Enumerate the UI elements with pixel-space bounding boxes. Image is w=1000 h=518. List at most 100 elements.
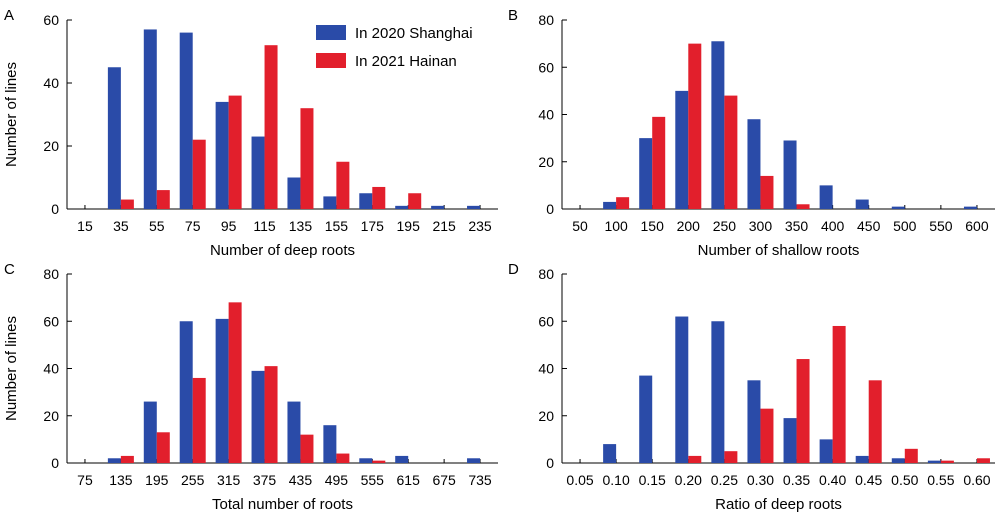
x-tick-label: 75 bbox=[77, 472, 93, 488]
y-tick-label: 60 bbox=[538, 313, 554, 329]
panel-label: A bbox=[4, 7, 14, 24]
bar-shanghai-2020 bbox=[359, 458, 373, 463]
x-tick-label: 615 bbox=[397, 472, 421, 488]
chart-panel-b: B 0 20 40 60 80 50 100 150 200 250 300 350 400 450 500 5… bbox=[508, 7, 995, 259]
bar-shanghai-2020 bbox=[603, 201, 617, 209]
bar-shanghai-2020 bbox=[675, 90, 689, 209]
legend-swatch bbox=[316, 25, 346, 40]
bar-hainan-2021 bbox=[832, 325, 846, 463]
bar-hainan-2021 bbox=[336, 161, 350, 209]
x-tick-label: 0.50 bbox=[891, 472, 918, 488]
x-tick-label: 735 bbox=[468, 472, 492, 488]
bar-shanghai-2020 bbox=[783, 418, 797, 463]
y-tick-label: 80 bbox=[538, 266, 554, 282]
bar-shanghai-2020 bbox=[747, 380, 761, 463]
y-tick-label: 60 bbox=[43, 12, 59, 28]
legend-entry: In 2021 Hainan bbox=[355, 53, 457, 70]
bar-hainan-2021 bbox=[724, 95, 738, 209]
y-tick-label: 20 bbox=[538, 154, 554, 170]
y-tick-label: 60 bbox=[43, 313, 59, 329]
bar-shanghai-2020 bbox=[143, 29, 157, 210]
bar-shanghai-2020 bbox=[603, 444, 617, 463]
bar-shanghai-2020 bbox=[711, 41, 725, 210]
x-tick-label: 0.25 bbox=[711, 472, 738, 488]
bar-shanghai-2020 bbox=[395, 205, 409, 209]
bar-shanghai-2020 bbox=[639, 375, 653, 463]
x-tick-label: 150 bbox=[641, 218, 665, 234]
x-tick-label: 35 bbox=[113, 218, 129, 234]
bar-hainan-2021 bbox=[372, 460, 386, 463]
bar-hainan-2021 bbox=[940, 460, 954, 463]
x-tick-label: 555 bbox=[361, 472, 385, 488]
bar-hainan-2021 bbox=[760, 175, 774, 209]
x-tick-label: 0.20 bbox=[675, 472, 702, 488]
bar-hainan-2021 bbox=[796, 359, 810, 463]
bar-hainan-2021 bbox=[904, 448, 918, 463]
x-tick-label: 250 bbox=[713, 218, 737, 234]
bar-shanghai-2020 bbox=[819, 185, 833, 209]
bar-shanghai-2020 bbox=[891, 206, 905, 209]
bar-hainan-2021 bbox=[688, 43, 702, 209]
x-axis-label: Number of shallow roots bbox=[698, 242, 860, 259]
x-tick-label: 195 bbox=[145, 472, 169, 488]
panel-label: C bbox=[4, 261, 15, 278]
x-tick-label: 675 bbox=[432, 472, 456, 488]
x-tick-label: 600 bbox=[965, 218, 989, 234]
x-tick-label: 0.05 bbox=[566, 472, 593, 488]
y-tick-label: 20 bbox=[538, 408, 554, 424]
x-tick-label: 375 bbox=[253, 472, 277, 488]
x-tick-label: 0.15 bbox=[639, 472, 666, 488]
x-tick-label: 115 bbox=[253, 218, 276, 234]
chart-panel-a: A 0 20 40 60 15 35 55 75 95 115 135 155 175 195 215 235 N… bbox=[3, 7, 498, 259]
bar-shanghai-2020 bbox=[467, 205, 481, 209]
bar-hainan-2021 bbox=[616, 197, 630, 209]
bar-hainan-2021 bbox=[724, 451, 738, 463]
x-tick-label: 0.45 bbox=[855, 472, 882, 488]
bar-shanghai-2020 bbox=[323, 425, 337, 463]
y-tick-label: 60 bbox=[538, 59, 554, 75]
bar-hainan-2021 bbox=[120, 455, 134, 463]
bar-shanghai-2020 bbox=[251, 370, 265, 463]
bar-hainan-2021 bbox=[300, 434, 314, 463]
x-axis-label: Ratio of deep roots bbox=[715, 496, 842, 513]
bar-hainan-2021 bbox=[192, 139, 206, 209]
x-tick-label: 255 bbox=[181, 472, 205, 488]
x-tick-label: 175 bbox=[361, 218, 385, 234]
bar-hainan-2021 bbox=[408, 193, 422, 209]
bar-shanghai-2020 bbox=[107, 67, 121, 209]
y-tick-label: 0 bbox=[51, 455, 59, 471]
bar-shanghai-2020 bbox=[747, 119, 761, 209]
x-tick-label: 55 bbox=[149, 218, 165, 234]
x-tick-label: 0.35 bbox=[783, 472, 810, 488]
chart-panel-c: C 0 20 40 60 80 75 135 195 255 315 375 435 495 555 615 6… bbox=[3, 261, 498, 513]
x-tick-label: 550 bbox=[929, 218, 953, 234]
panel-label: B bbox=[508, 7, 518, 24]
x-axis-label: Total number of roots bbox=[212, 496, 353, 513]
bar-hainan-2021 bbox=[688, 455, 702, 463]
panel-label: D bbox=[508, 261, 519, 278]
bar-hainan-2021 bbox=[796, 204, 810, 209]
x-tick-label: 0.30 bbox=[747, 472, 774, 488]
x-tick-label: 400 bbox=[821, 218, 845, 234]
bar-shanghai-2020 bbox=[215, 101, 229, 209]
bar-shanghai-2020 bbox=[287, 177, 301, 209]
x-tick-label: 315 bbox=[217, 472, 241, 488]
bar-hainan-2021 bbox=[156, 432, 170, 463]
bar-hainan-2021 bbox=[336, 453, 350, 463]
bar-hainan-2021 bbox=[228, 302, 242, 463]
bar-shanghai-2020 bbox=[711, 321, 725, 463]
legend: In 2020 Shanghai In 2021 Hainan bbox=[316, 25, 473, 70]
x-tick-label: 195 bbox=[397, 218, 421, 234]
bar-shanghai-2020 bbox=[143, 401, 157, 463]
x-tick-label: 0.10 bbox=[603, 472, 630, 488]
bar-hainan-2021 bbox=[868, 380, 882, 463]
bar-shanghai-2020 bbox=[891, 458, 905, 463]
x-tick-label: 300 bbox=[749, 218, 773, 234]
bar-shanghai-2020 bbox=[251, 136, 265, 209]
bar-shanghai-2020 bbox=[819, 439, 833, 463]
bar-hainan-2021 bbox=[264, 45, 278, 210]
bar-hainan-2021 bbox=[228, 95, 242, 209]
y-tick-label: 0 bbox=[51, 201, 59, 217]
x-tick-label: 50 bbox=[572, 218, 588, 234]
